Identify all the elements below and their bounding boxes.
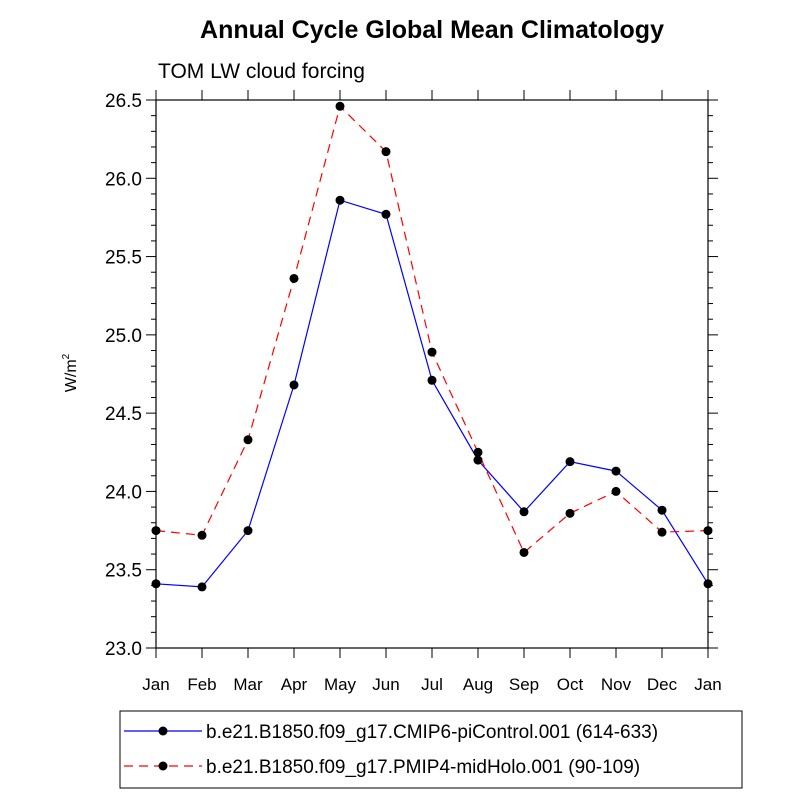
y-tick-label: 26.5 bbox=[105, 91, 142, 112]
series-1-point bbox=[197, 582, 207, 592]
y-tick-label: 23.5 bbox=[105, 561, 142, 582]
y-tick-label: 24.0 bbox=[105, 482, 142, 503]
series-1-point bbox=[565, 457, 575, 467]
x-tick-label: Mar bbox=[233, 675, 263, 694]
series-1-point bbox=[427, 375, 437, 385]
x-tick-label: Apr bbox=[281, 675, 308, 694]
series-1-point bbox=[381, 209, 391, 219]
x-tick-label: Jul bbox=[421, 675, 443, 694]
chart-title: Annual Cycle Global Mean Climatology bbox=[200, 16, 664, 44]
series-2-point bbox=[289, 273, 299, 283]
y-tick-label: 25.5 bbox=[105, 248, 142, 269]
x-tick-label: Aug bbox=[463, 675, 493, 694]
series-2-point bbox=[151, 526, 161, 536]
series-2-point bbox=[381, 147, 391, 157]
series-line-1 bbox=[155, 199, 709, 588]
y-axis-label: W/m2 bbox=[61, 353, 80, 392]
series-1-point bbox=[611, 466, 621, 476]
series-1-point bbox=[243, 526, 253, 536]
axes: 23.0 23.5 24.0 24.5 25.0 25.5 26.0 26.5 Jan Feb Ma… bbox=[105, 90, 722, 694]
y-tick-label: 25.0 bbox=[105, 326, 142, 347]
series-2-point bbox=[565, 508, 575, 518]
x-tick-label: Oct bbox=[557, 675, 584, 694]
series-1-point bbox=[703, 579, 713, 589]
y-axis-label-superscript: 2 bbox=[61, 353, 72, 359]
series-1-point bbox=[519, 507, 529, 517]
legend-marker-1 bbox=[158, 726, 168, 736]
series-layer bbox=[151, 101, 713, 592]
x-tick-label: Jan bbox=[142, 675, 169, 694]
x-tick-label: Jan bbox=[694, 675, 721, 694]
series-2-point bbox=[657, 527, 667, 537]
x-tick-label: Nov bbox=[601, 675, 632, 694]
series-1-point bbox=[473, 455, 483, 465]
series-2-point bbox=[335, 101, 345, 111]
y-tick-label: 26.0 bbox=[105, 169, 142, 190]
series-line-2 bbox=[155, 105, 709, 554]
y-tick-label: 23.0 bbox=[105, 639, 142, 660]
legend: b.e21.B1850.f09_g17.CMIP6-piControl.001 … bbox=[124, 722, 658, 778]
series-2-point bbox=[519, 547, 529, 557]
x-tick-label: May bbox=[324, 675, 357, 694]
series-1-point bbox=[335, 195, 345, 205]
y-axis-label-text: W/m bbox=[63, 359, 80, 392]
series-1-point bbox=[151, 579, 161, 589]
series-2-point bbox=[473, 447, 483, 457]
series-2-point bbox=[611, 486, 621, 496]
y-tick-label: 24.5 bbox=[105, 404, 142, 425]
legend-label-1: b.e21.B1850.f09_g17.CMIP6-piControl.001 … bbox=[206, 722, 658, 743]
series-2-point bbox=[427, 347, 437, 357]
series-1-point bbox=[657, 505, 667, 515]
series-2-point bbox=[197, 530, 207, 540]
series-2-point bbox=[243, 435, 253, 445]
plot-frame bbox=[155, 99, 709, 649]
legend-box bbox=[119, 710, 743, 789]
chart-subtitle: TOM LW cloud forcing bbox=[158, 60, 365, 83]
legend-marker-2 bbox=[158, 761, 168, 771]
series-1-point bbox=[289, 380, 299, 390]
x-tick-label: Dec bbox=[647, 675, 678, 694]
legend-label-2: b.e21.B1850.f09_g17.PMIP4-midHolo.001 (9… bbox=[206, 757, 640, 778]
series-2-point bbox=[703, 526, 713, 536]
x-tick-label: Feb bbox=[187, 675, 216, 694]
x-tick-label: Jun bbox=[372, 675, 399, 694]
x-tick-label: Sep bbox=[509, 675, 539, 694]
